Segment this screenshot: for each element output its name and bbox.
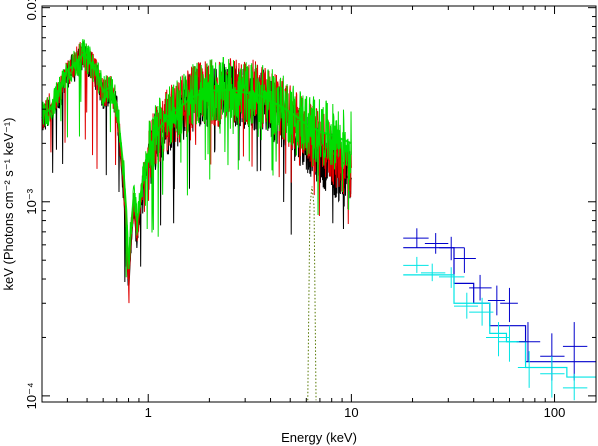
x-axis: 1 10 100: [41, 6, 566, 420]
plot-frame: [41, 5, 597, 403]
y-axis: 10⁻⁴ 10⁻³ 0.01: [24, 0, 596, 409]
series-5: [403, 228, 588, 381]
x-tick-label-0: 1: [145, 405, 152, 420]
series-4: [403, 274, 596, 378]
series-6: [403, 256, 588, 401]
plot-series-group: [41, 39, 596, 401]
y-tick-label-2: 0.01: [24, 0, 39, 20]
x-tick-label-2: 100: [544, 405, 566, 420]
x-tick-label-1: 10: [344, 405, 358, 420]
series-7-dotted-line: [307, 186, 317, 401]
y-tick-label-1: 10⁻³: [24, 188, 39, 214]
series-4-step-line: [403, 274, 596, 378]
x-axis-label: Energy (keV): [281, 430, 357, 445]
y-axis-label: keV (Photons cm⁻² s⁻¹ keV⁻¹): [1, 117, 16, 290]
series-2-model-line: [41, 51, 352, 270]
y-tick-label-0: 10⁻⁴: [24, 382, 39, 409]
series-7: [307, 186, 317, 401]
series-2: [41, 39, 352, 278]
series-2-data-line: [41, 39, 352, 278]
